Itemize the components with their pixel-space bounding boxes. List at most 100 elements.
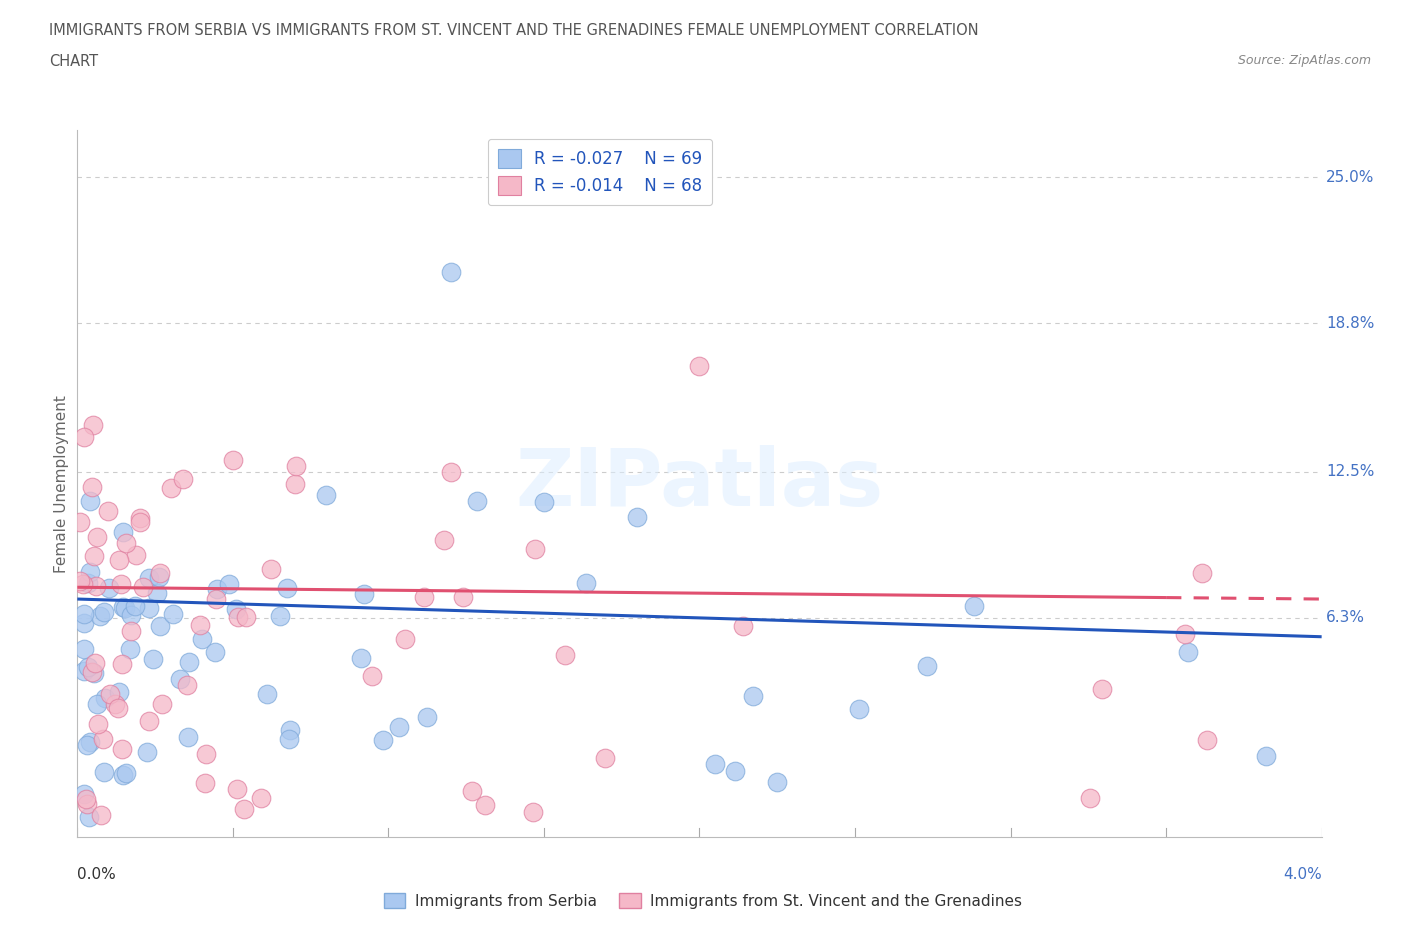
Point (412, 590, 434, 604)
Point (84, 656, 107, 671)
Point (82, 418, 104, 432)
Point (388, 719, 411, 734)
Point (72, 577, 94, 591)
Point (461, 783, 484, 798)
Y-axis label: Female Unemployment: Female Unemployment (53, 394, 69, 573)
Point (98, 686, 121, 701)
Point (524, 542, 547, 557)
Point (114, 601, 136, 616)
Point (87, 716, 110, 731)
Point (94, 690, 117, 705)
Point (394, 631, 416, 646)
Point (111, 767, 134, 782)
Point (76, 797, 98, 812)
Point (120, 607, 142, 622)
Point (1256, 749, 1278, 764)
Point (724, 764, 747, 778)
Point (104, 697, 127, 711)
Point (77, 576, 100, 591)
Point (194, 776, 217, 790)
Point (135, 744, 157, 759)
Point (124, 599, 146, 614)
Point (73, 430, 96, 445)
Point (249, 790, 271, 805)
Point (132, 579, 155, 594)
Point (593, 751, 616, 765)
Point (82, 664, 104, 679)
Point (1091, 682, 1114, 697)
Point (83, 665, 105, 680)
Point (98, 580, 121, 595)
Point (269, 609, 291, 624)
Point (93, 604, 115, 619)
Point (115, 765, 138, 780)
Point (371, 733, 394, 748)
Legend: Immigrants from Serbia, Immigrants from St. Vincent and the Grenadines: Immigrants from Serbia, Immigrants from … (378, 886, 1028, 915)
Text: 0.0%: 0.0% (77, 867, 117, 882)
Point (191, 631, 214, 646)
Text: 18.8%: 18.8% (1326, 316, 1374, 331)
Point (225, 782, 247, 797)
Text: 25.0%: 25.0% (1326, 170, 1374, 185)
Point (72, 787, 94, 802)
Text: CHART: CHART (49, 54, 98, 69)
Point (90, 807, 112, 822)
Point (915, 658, 938, 673)
Point (474, 798, 496, 813)
Point (108, 684, 131, 699)
Point (416, 710, 439, 724)
Point (260, 562, 283, 577)
Point (149, 618, 172, 633)
Point (353, 586, 375, 601)
Point (277, 732, 299, 747)
Point (128, 511, 150, 525)
Point (451, 590, 474, 604)
Point (689, 358, 711, 373)
Point (69, 574, 91, 589)
Point (1177, 644, 1199, 659)
Point (204, 644, 226, 659)
Point (575, 576, 598, 591)
Point (1197, 733, 1219, 748)
Point (172, 472, 194, 486)
Point (1191, 565, 1213, 580)
Point (76, 737, 98, 752)
Point (1078, 791, 1101, 806)
Point (188, 618, 211, 632)
Point (125, 548, 148, 563)
Point (361, 669, 384, 684)
Point (77, 810, 100, 825)
Point (97, 503, 120, 518)
Text: 12.5%: 12.5% (1326, 464, 1374, 479)
Point (176, 729, 198, 744)
Point (176, 678, 198, 693)
Point (86, 697, 108, 711)
Point (83, 549, 105, 564)
Point (222, 453, 245, 468)
Point (276, 581, 298, 596)
Point (115, 536, 138, 551)
Point (118, 642, 141, 657)
Point (146, 585, 169, 600)
Point (138, 571, 160, 586)
Point (963, 599, 986, 614)
Point (159, 481, 181, 496)
Point (148, 569, 170, 584)
Point (205, 582, 228, 597)
Point (93, 764, 115, 779)
Point (91, 732, 114, 747)
Point (73, 606, 96, 621)
Point (89, 608, 111, 623)
Point (86, 529, 108, 544)
Point (226, 610, 249, 625)
Point (440, 264, 463, 279)
Point (177, 655, 200, 670)
Point (235, 609, 257, 624)
Point (232, 802, 254, 817)
Point (111, 657, 134, 671)
Point (138, 601, 160, 616)
Point (766, 774, 789, 789)
Point (80, 480, 103, 495)
Legend: R = -0.027    N = 69, R = -0.014    N = 68: R = -0.027 N = 69, R = -0.014 N = 68 (488, 139, 713, 206)
Point (742, 689, 765, 704)
